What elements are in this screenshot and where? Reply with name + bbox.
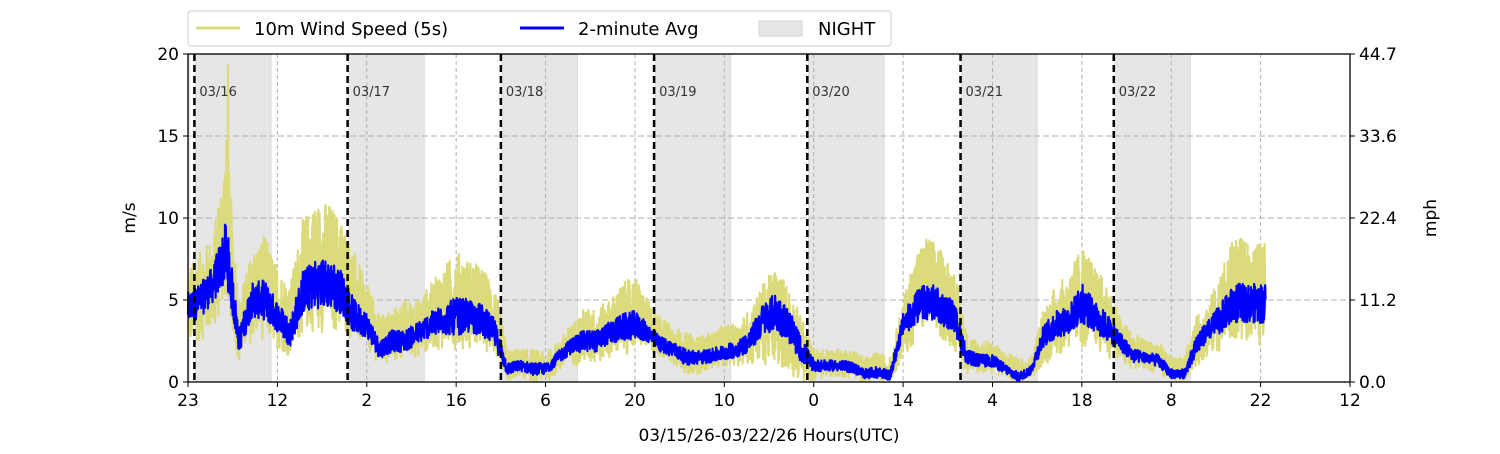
day-marker-label: 03/18 [506, 85, 543, 100]
legend-swatch-night [758, 20, 803, 37]
y-tick-label-right: 0.0 [1359, 373, 1386, 393]
y-axis-label-right: mph [1421, 199, 1441, 237]
day-marker-label: 03/21 [966, 85, 1003, 100]
x-tick-label: 12 [1339, 391, 1361, 411]
x-tick-label: 16 [445, 391, 467, 411]
x-tick-label: 6 [540, 391, 551, 411]
y-tick-label-left: 5 [168, 291, 179, 311]
x-tick-label: 4 [987, 391, 998, 411]
x-tick-label: 0 [808, 391, 819, 411]
legend-label-night: NIGHT [818, 19, 876, 40]
y-tick-label-left: 10 [157, 209, 179, 229]
legend: 10m Wind Speed (5s) 2-minute Avg NIGHT [187, 10, 892, 47]
x-axis-label: 03/15/26-03/22/26 Hours(UTC) [638, 426, 899, 446]
x-tick-label: 12 [267, 391, 289, 411]
legend-label-avg: 2-minute Avg [578, 19, 699, 40]
series-2-minute-avg [186, 223, 1267, 382]
y-tick-label-right: 33.6 [1359, 127, 1397, 147]
x-tick-label: 22 [1250, 391, 1272, 411]
x-axis-ticks: 23 12 2 16 6 20 10 0 14 4 18 8 22 12 [177, 382, 1361, 411]
legend-label-5s: 10m Wind Speed (5s) [254, 19, 448, 40]
day-marker-label: 03/20 [812, 85, 849, 100]
y-tick-label-left: 15 [157, 127, 179, 147]
y-axis-label-left: m/s [120, 202, 140, 233]
y-tick-label-left: 0 [168, 373, 179, 393]
day-marker-label: 03/16 [199, 85, 236, 100]
y-tick-label-left: 20 [157, 45, 179, 65]
x-tick-label: 20 [624, 391, 646, 411]
day-marker-label: 03/22 [1119, 85, 1156, 100]
y-tick-label-right: 22.4 [1359, 209, 1397, 229]
x-tick-label: 2 [361, 391, 372, 411]
day-marker-label: 03/19 [659, 85, 696, 100]
day-marker-label: 03/17 [353, 85, 390, 100]
x-tick-label: 10 [713, 391, 735, 411]
x-tick-label: 23 [177, 391, 199, 411]
x-tick-label: 18 [1071, 391, 1093, 411]
y-axis-ticks: 0 0.0 5 11.2 10 22.4 15 33.6 20 44.7 [157, 45, 1397, 393]
y-tick-label-right: 11.2 [1359, 291, 1397, 311]
x-tick-label: 8 [1166, 391, 1177, 411]
y-tick-label-right: 44.7 [1359, 45, 1397, 65]
x-tick-label: 14 [892, 391, 914, 411]
day-markers: 03/16 03/17 03/18 03/19 03/20 03/21 03/22 [193, 54, 1156, 382]
